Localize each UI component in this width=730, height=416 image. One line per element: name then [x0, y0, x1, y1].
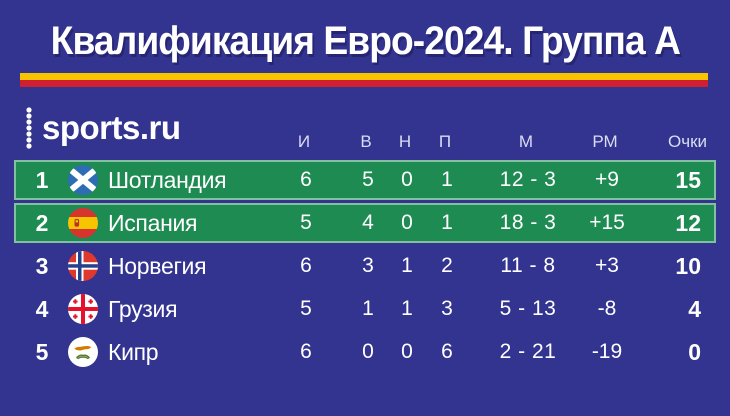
banner: Квалификация Евро-2024. Группа А: [0, 14, 730, 68]
sportsru-dots-icon: [26, 107, 32, 149]
drawn-value: 0: [401, 211, 413, 234]
col-header-lost: П: [438, 132, 452, 151]
won-value: 0: [362, 340, 374, 363]
rank-value: 1: [35, 166, 49, 193]
table-row-georgia: 4 Гр: [14, 289, 716, 329]
team-name: Норвегия: [108, 252, 207, 279]
points-value: 4: [688, 295, 701, 322]
lost-value: 1: [441, 211, 453, 234]
col-header-goals: М: [518, 132, 534, 151]
goaldiff-value: +15: [589, 211, 625, 234]
sportsru-logo-text: sports.ru: [42, 109, 181, 146]
banner-underline-red: [20, 80, 708, 87]
team-name: Грузия: [108, 295, 178, 322]
table-row-spain: 2 Испания 5 4 0 1 18 - 3 +15: [14, 203, 716, 243]
played-value: 6: [300, 254, 312, 277]
lost-value: 1: [441, 168, 453, 191]
banner-underline-yellow: [20, 73, 708, 80]
rank-value: 2: [35, 209, 49, 236]
goals-value: 18 - 3: [499, 211, 557, 234]
goaldiff-value: +3: [595, 254, 619, 277]
sportsru-logo: sports.ru: [24, 106, 181, 150]
norway-flag-icon: [68, 251, 98, 281]
col-header-played: И: [297, 132, 311, 151]
scotland-flag-icon: [68, 165, 98, 195]
col-header-won: В: [360, 132, 372, 151]
played-value: 5: [300, 297, 312, 320]
points-value: 12: [675, 209, 701, 236]
goals-value: 11 - 8: [500, 254, 556, 277]
lost-value: 2: [441, 254, 453, 277]
goaldiff-value: -19: [591, 340, 623, 363]
team-name: Испания: [108, 209, 198, 236]
rank-value: 5: [35, 338, 49, 365]
cyprus-flag-icon: [68, 337, 98, 367]
drawn-value: 1: [401, 297, 413, 320]
col-header-points: Очки: [667, 132, 707, 151]
spain-flag-icon: [68, 208, 98, 238]
col-header-drawn: Н: [398, 132, 412, 151]
played-value: 5: [300, 211, 312, 234]
table-row-scotland: 1 Шотландия 6 5 0 1 12 - 3 +9 15: [14, 160, 716, 200]
points-value: 10: [675, 252, 701, 279]
points-value: 0: [688, 338, 701, 365]
page-title: Квалификация Евро-2024. Группа А: [50, 18, 680, 63]
table-header-row: И В Н П М РМ Очки: [14, 131, 716, 153]
won-value: 4: [362, 211, 374, 234]
goals-value: 5 - 13: [499, 297, 557, 320]
drawn-value: 1: [401, 254, 413, 277]
points-value: 15: [675, 166, 701, 193]
standings-table: 1 Шотландия 6 5 0 1 12 - 3 +9 15 2: [14, 160, 716, 375]
goaldiff-value: +9: [595, 168, 619, 191]
rank-value: 3: [35, 252, 49, 279]
table-row-cyprus: 5 Кипр 6 0 0 6 2 - 21 -19 0: [14, 332, 716, 372]
goals-value: 2 - 21: [499, 340, 557, 363]
drawn-value: 0: [401, 168, 413, 191]
goaldiff-value: -8: [597, 297, 617, 320]
won-value: 5: [362, 168, 374, 191]
goals-value: 12 - 3: [499, 168, 557, 191]
played-value: 6: [300, 168, 312, 191]
rank-value: 4: [35, 295, 49, 322]
georgia-flag-icon: [68, 294, 98, 324]
won-value: 3: [362, 254, 374, 277]
lost-value: 3: [441, 297, 453, 320]
team-name: Шотландия: [108, 166, 227, 193]
drawn-value: 0: [401, 340, 413, 363]
played-value: 6: [300, 340, 312, 363]
won-value: 1: [362, 297, 374, 320]
team-name: Кипр: [108, 338, 159, 365]
table-row-norway: 3 Норвегия 6 3 1 2 11 - 8 +3: [14, 246, 716, 286]
lost-value: 6: [441, 340, 453, 363]
col-header-goaldiff: РМ: [592, 132, 618, 151]
